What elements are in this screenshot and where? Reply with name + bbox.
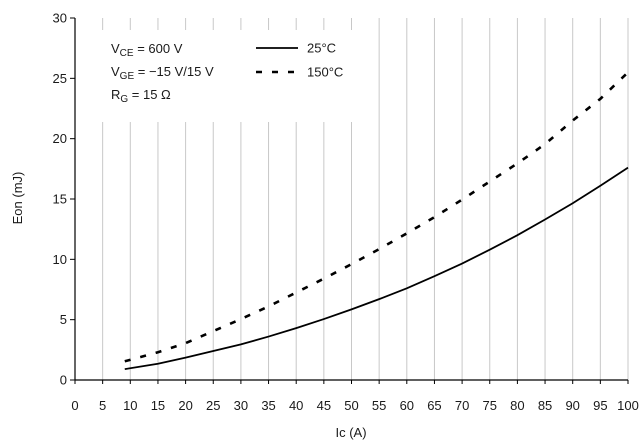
x-tick-label: 70 <box>455 398 469 413</box>
x-tick-label: 55 <box>372 398 386 413</box>
ticks: 0 5 10 15 20 25 30 0 5 10 15 20 25 30 35 40 45 50 55 60 65 70… <box>53 11 639 414</box>
condition-vge-symbol: V <box>111 64 120 79</box>
x-tick-label: 80 <box>510 398 524 413</box>
y-tick-label: 0 <box>60 373 67 388</box>
condition-rg-subscript: G <box>120 94 128 105</box>
x-tick-label: 85 <box>538 398 552 413</box>
x-tick-label: 35 <box>261 398 275 413</box>
x-axis-title: Ic (A) <box>335 425 366 440</box>
condition-vce-subscript: CE <box>120 48 134 59</box>
condition-vce: VCE = 600 V <box>111 41 183 59</box>
legend-box <box>96 30 362 122</box>
condition-vge: VGE = −15 V/15 V <box>111 64 214 82</box>
x-tick-label: 20 <box>178 398 192 413</box>
y-tick-label: 5 <box>60 312 67 327</box>
series <box>124 71 629 371</box>
x-tick-label: 95 <box>593 398 607 413</box>
condition-rg: RG = 15 Ω <box>111 87 171 105</box>
condition-rg-value: = 15 Ω <box>128 87 171 102</box>
x-tick-label: 50 <box>344 398 358 413</box>
condition-rg-symbol: R <box>111 87 120 102</box>
x-tick-label: 45 <box>317 398 331 413</box>
x-tick-label: 25 <box>206 398 220 413</box>
series-line-0 <box>124 166 629 371</box>
y-tick-label: 10 <box>53 252 67 267</box>
legend-label-1: 150°C <box>307 65 343 80</box>
x-tick-label: 60 <box>400 398 414 413</box>
x-tick-label: 30 <box>234 398 248 413</box>
y-tick-label: 25 <box>53 71 67 86</box>
x-tick-label: 15 <box>151 398 165 413</box>
x-tick-label: 100 <box>617 398 639 413</box>
x-tick-label: 0 <box>71 398 78 413</box>
x-tick-label: 65 <box>427 398 441 413</box>
condition-vge-subscript: GE <box>120 71 135 82</box>
x-tick-label: 90 <box>565 398 579 413</box>
y-tick-label: 30 <box>53 11 67 26</box>
x-tick-label: 5 <box>99 398 106 413</box>
x-tick-label: 40 <box>289 398 303 413</box>
condition-vge-value: = −15 V/15 V <box>134 64 214 79</box>
y-axis-title: Eon (mJ) <box>10 172 25 225</box>
y-tick-label: 15 <box>53 192 67 207</box>
condition-vce-value: = 600 V <box>134 41 183 56</box>
condition-vce-symbol: V <box>111 41 120 56</box>
x-tick-label: 75 <box>483 398 497 413</box>
x-tick-label: 10 <box>123 398 137 413</box>
y-tick-label: 20 <box>53 131 67 146</box>
legend-label-0: 25°C <box>307 41 336 56</box>
